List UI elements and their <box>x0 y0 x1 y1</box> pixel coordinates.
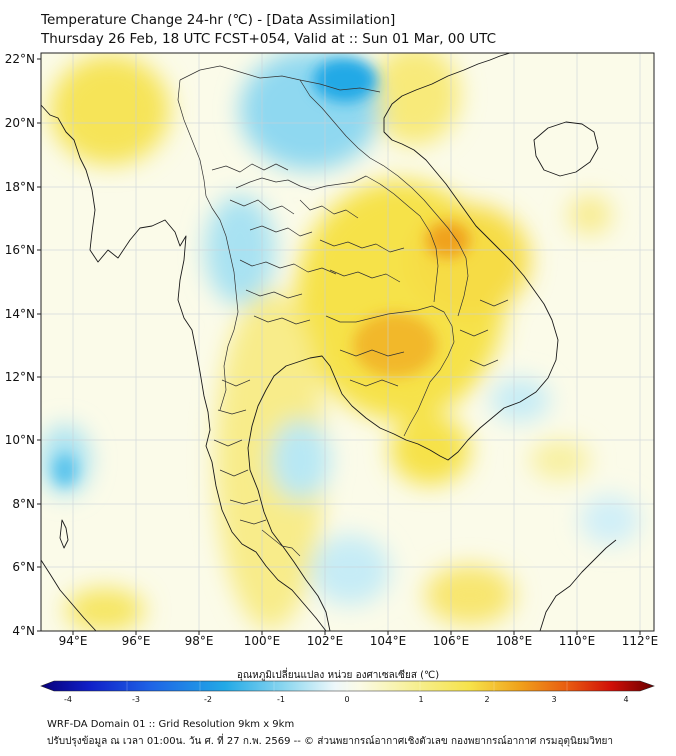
coastline-bay-of-bengal <box>41 104 327 631</box>
warm-anomaly-far-east <box>568 195 612 235</box>
temperature-field <box>41 53 654 631</box>
cool-anomaly-southeast-sea <box>580 495 640 545</box>
map-title: Temperature Change 24-hr (℃) - [Data Ass… <box>41 12 396 28</box>
footer-credit: ปรับปรุงข้อมูล ณ เวลา 01:00น. วัน ศ. ที่… <box>47 736 613 747</box>
warm-anomaly-southeast <box>425 565 515 625</box>
hot-spot-vietnam <box>426 222 470 258</box>
cool-anomaly-south <box>310 535 390 605</box>
provinces-south <box>213 379 267 525</box>
cb-tick-3: 3 <box>551 695 556 704</box>
border-laos-thailand <box>235 175 439 303</box>
lat-label-18: 18°N <box>5 180 35 194</box>
warm-anomaly-north <box>370 53 460 145</box>
lon-label-110: 110°E <box>559 634 596 648</box>
borders <box>177 65 509 557</box>
footer-model-info: WRF-DA Domain 01 :: Grid Resolution 9km … <box>47 719 295 730</box>
border-cambodia <box>325 305 455 437</box>
lat-label-20: 20°N <box>5 116 35 130</box>
cb-tick-m2: -2 <box>204 695 212 704</box>
graticule <box>41 53 654 631</box>
cb-tick-m3: -3 <box>132 695 140 704</box>
lat-label-6: 6°N <box>12 560 35 574</box>
cb-tick-2: 2 <box>484 695 489 704</box>
coastline-sumatra <box>41 559 97 631</box>
colorbar: -4 -3 -2 -1 0 1 2 3 4 <box>40 680 655 704</box>
provinces-north <box>211 163 359 237</box>
colorbar-divisions <box>126 681 568 691</box>
provinces-central <box>239 239 405 325</box>
border-malaysia <box>261 529 301 557</box>
lon-label-104: 104°E <box>370 634 407 648</box>
latitude-labels: 22°N 20°N 18°N 16°N 14°N 12°N 10°N 8°N 6… <box>5 52 35 638</box>
hot-spot-cambodia <box>353 313 437 377</box>
coastlines <box>41 53 617 631</box>
warm-anomaly-gulf <box>530 440 590 480</box>
lat-label-10: 10°N <box>5 433 35 447</box>
cold-spot-west <box>53 454 77 486</box>
coastline-gulf-of-thailand <box>247 53 559 631</box>
coastline-borneo <box>539 539 617 631</box>
colorbar-bar <box>40 680 655 692</box>
lat-label-16: 16°N <box>5 243 35 257</box>
lat-label-22: 22°N <box>5 52 35 66</box>
cb-tick-m4: -4 <box>64 695 72 704</box>
warm-anomaly-west <box>50 55 170 165</box>
map-frame <box>40 52 655 632</box>
colorbar-title: อุณหภูมิเปลี่ยนแปลง หน่วย องศาเซลเซียส (… <box>236 670 440 681</box>
provinces-cambodia-vietnam <box>339 299 509 387</box>
cool-anomaly-east-sea <box>490 378 550 422</box>
cb-tick-4: 4 <box>623 695 628 704</box>
cb-tick-1: 1 <box>418 695 423 704</box>
cb-tick-0: 0 <box>344 695 349 704</box>
lon-label-102: 102°E <box>307 634 344 648</box>
cb-tick-m1: -1 <box>277 695 285 704</box>
coastline-hainan <box>533 121 599 177</box>
border-vietnam-laos <box>299 79 469 317</box>
lat-label-14: 14°N <box>5 307 35 321</box>
coastline-andaman-island <box>59 519 69 549</box>
axis-ticks <box>37 58 641 635</box>
lon-label-106: 106°E <box>433 634 470 648</box>
warm-anomaly-east <box>410 205 530 315</box>
map-subtitle: Thursday 26 Feb, 18 UTC FCST+054, Valid … <box>41 31 497 47</box>
lat-label-4: 4°N <box>12 624 35 638</box>
longitude-labels: 94°E 96°E 98°E 100°E 102°E 104°E 106°E 1… <box>59 634 659 648</box>
lon-label-94: 94°E <box>59 634 88 648</box>
lon-label-112: 112°E <box>622 634 659 648</box>
lon-label-98: 98°E <box>185 634 214 648</box>
warm-anomaly-southwest <box>65 588 145 631</box>
lat-label-8: 8°N <box>12 497 35 511</box>
lon-label-96: 96°E <box>122 634 151 648</box>
border-myanmar-east <box>177 79 239 411</box>
border-china <box>179 65 381 93</box>
lon-label-108: 108°E <box>496 634 533 648</box>
cool-anomaly-sea <box>270 420 330 500</box>
cold-spot-north <box>313 58 377 102</box>
lon-label-100: 100°E <box>244 634 281 648</box>
lat-label-12: 12°N <box>5 370 35 384</box>
